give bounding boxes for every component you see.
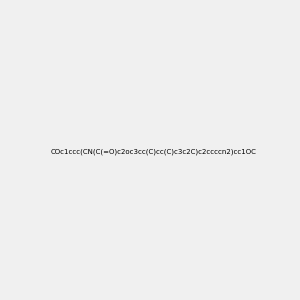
Text: COc1ccc(CN(C(=O)c2oc3cc(C)cc(C)c3c2C)c2ccccn2)cc1OC: COc1ccc(CN(C(=O)c2oc3cc(C)cc(C)c3c2C)c2c…	[51, 148, 257, 155]
